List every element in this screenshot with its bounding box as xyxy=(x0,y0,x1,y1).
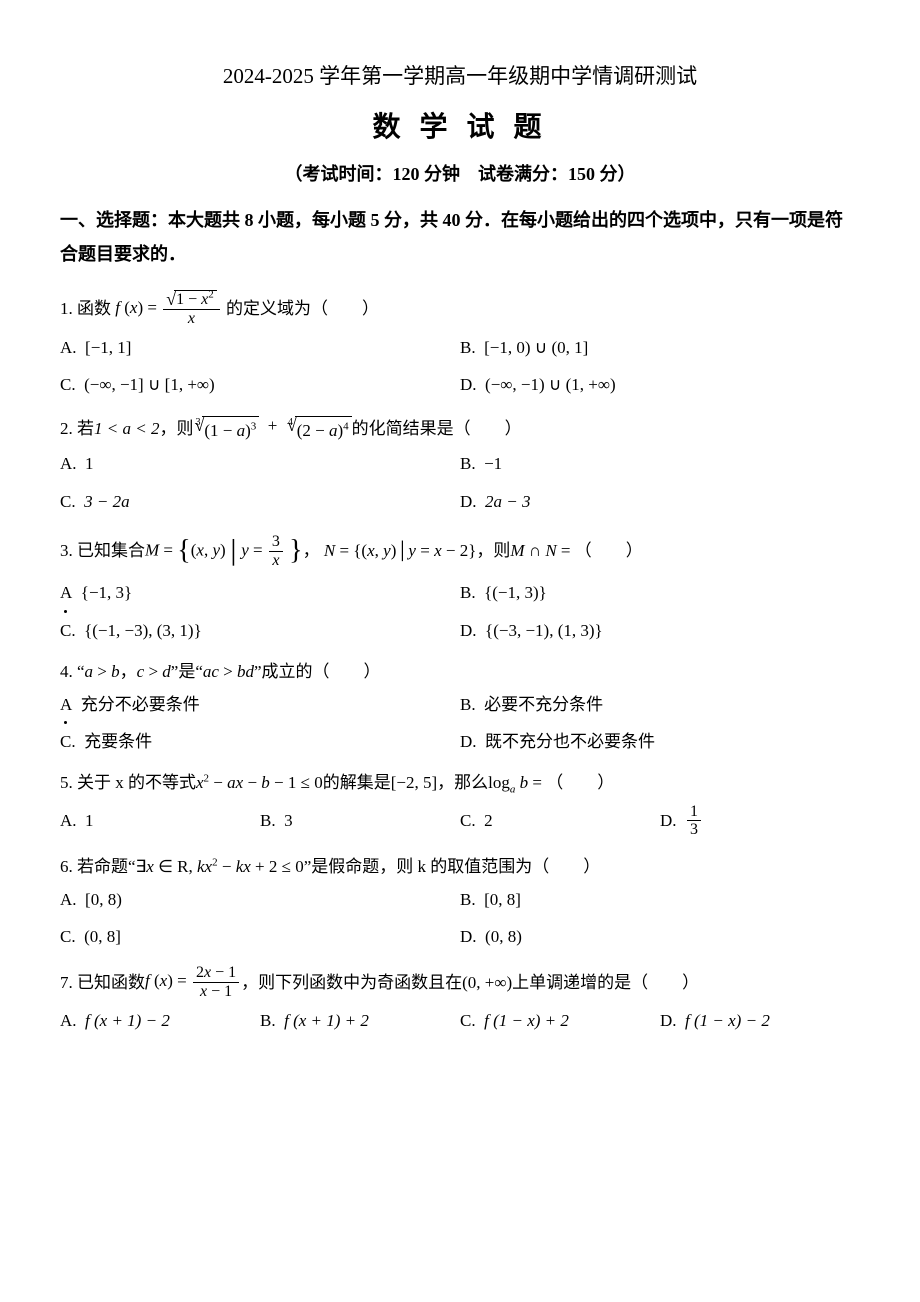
exam-info: （考试时间：120 分钟 试卷满分：150 分） xyxy=(60,160,860,189)
q7-mid: ，则下列函数中为奇函数且在 xyxy=(241,969,462,996)
q4-option-c[interactable]: C. 充要条件 xyxy=(60,728,460,755)
q3-mid2: ，则 xyxy=(476,537,510,564)
q3-set-n: N = {(x, y)│y = x − 2} xyxy=(324,537,477,564)
q1-pre: 函数 xyxy=(77,295,111,322)
q3-option-d[interactable]: D. {(−3, −1), (1, 3)} xyxy=(460,617,860,644)
q5-post1: ，那么 xyxy=(437,769,488,796)
q7-option-c[interactable]: C. f (1 − x) + 2 xyxy=(460,1007,660,1034)
q6-number: 6. xyxy=(60,853,73,880)
question-6: 6. 若命题“ ∃x ∈ R, kx2 − kx + 2 ≤ 0 ”是假命题，则… xyxy=(60,853,860,951)
question-3: 3. 已知集合 M = {(x, y)│y = 3x } ， N = {(x, … xyxy=(60,529,860,644)
question-2: 2. 若 1 < a < 2 ，则 3√(1 − a)3 + 4√(2 − a)… xyxy=(60,412,860,515)
q2-number: 2. xyxy=(60,415,73,442)
q2-cond: 1 < a < 2 xyxy=(94,415,159,442)
q2-post: 的化简结果是（ ） xyxy=(352,415,522,442)
q5-ineq: x2 − ax − b − 1 ≤ 0 xyxy=(196,769,323,796)
q6-pre: 若命题“ xyxy=(77,853,136,880)
q5-option-d[interactable]: D. 13 xyxy=(660,803,860,839)
q2-pre: 若 xyxy=(77,415,94,442)
question-1: 1. 函数 f (x) = √1 − x2 x 的定义域为（ ） A. [−1,… xyxy=(60,290,860,399)
q6-option-b[interactable]: B. [0, 8] xyxy=(460,886,860,913)
q3-set-m: M = {(x, y)│y = 3x } xyxy=(145,529,303,574)
q2-option-c[interactable]: C. 3 − 2a xyxy=(60,488,460,515)
q2-option-b[interactable]: B. −1 xyxy=(460,450,860,477)
q6-option-d[interactable]: D. (0, 8) xyxy=(460,923,860,950)
q3-mid1: ， xyxy=(303,537,320,564)
header-line-1: 2024-2025 学年第一学期高一年级期中学情调研测试 xyxy=(60,60,860,94)
q5-post2: （ ） xyxy=(546,769,614,796)
q7-func: f (x) = 2x − 1x − 1 xyxy=(145,964,241,1000)
q4-option-b[interactable]: B. 必要不充分条件 xyxy=(460,691,860,718)
q2-option-a[interactable]: A. 1 xyxy=(60,450,460,477)
q1-formula: f (x) = √1 − x2 x xyxy=(115,290,221,328)
q7-interval: (0, +∞) xyxy=(462,969,512,996)
question-7: 7. 已知函数 f (x) = 2x − 1x − 1 ，则下列函数中为奇函数且… xyxy=(60,964,860,1033)
q3-intersect: M ∩ N = xyxy=(510,537,574,564)
q5-log: loga b = xyxy=(488,769,546,796)
q6-option-c[interactable]: C. (0, 8] xyxy=(60,923,460,950)
q7-pre: 已知函数 xyxy=(77,969,145,996)
q4-option-d[interactable]: D. 既不充分也不必要条件 xyxy=(460,728,860,755)
q4-number: 4. xyxy=(60,658,73,685)
q7-option-a[interactable]: A. f (x + 1) − 2 xyxy=(60,1007,260,1034)
q3-option-b[interactable]: B. {(−1, 3)} xyxy=(460,579,860,606)
q5-option-b[interactable]: B. 3 xyxy=(260,803,460,839)
q5-mid: 的解集是 xyxy=(323,769,391,796)
question-5: 5. 关于 x 的不等式 x2 − ax − b − 1 ≤ 0 的解集是 [−… xyxy=(60,769,860,838)
q1-option-b[interactable]: B. [−1, 0) ∪ (0, 1] xyxy=(460,334,860,361)
q1-option-c[interactable]: C. (−∞, −1] ∪ [1, +∞) xyxy=(60,371,460,398)
q5-pre: 关于 x 的不等式 xyxy=(77,769,196,796)
q7-post: 上单调递增的是（ ） xyxy=(512,969,699,996)
q1-post: 的定义域为（ ） xyxy=(226,295,379,322)
q6-post: ”是假命题，则 k 的取值范围为（ ） xyxy=(304,853,601,880)
q6-option-a[interactable]: A. [0, 8) xyxy=(60,886,460,913)
q2-mid: ，则 xyxy=(159,415,193,442)
q5-set: [−2, 5] xyxy=(391,769,437,796)
q5-option-a[interactable]: A. 1 xyxy=(60,803,260,839)
q1-option-a[interactable]: A. [−1, 1] xyxy=(60,334,460,361)
q3-post: （ ） xyxy=(575,537,643,564)
q5-option-c[interactable]: C. 2 xyxy=(460,803,660,839)
doc-title: 数 学 试 题 xyxy=(60,106,860,151)
q3-pre: 已知集合 xyxy=(77,537,145,564)
q2-option-d[interactable]: D. 2a − 3 xyxy=(460,488,860,515)
q5-number: 5. xyxy=(60,769,73,796)
q7-option-d[interactable]: D. f (1 − x) − 2 xyxy=(660,1007,860,1034)
q1-option-d[interactable]: D. (−∞, −1) ∪ (1, +∞) xyxy=(460,371,860,398)
q7-option-b[interactable]: B. f (x + 1) + 2 xyxy=(260,1007,460,1034)
q3-number: 3. xyxy=(60,537,73,564)
q4-option-a[interactable]: A 充分不必要条件 xyxy=(60,691,460,718)
q7-number: 7. xyxy=(60,969,73,996)
question-4: 4. “a > b，c > d”是“ac > bd”成立的（ ） A 充分不必要… xyxy=(60,658,860,756)
section-title: 一、选择题：本大题共 8 小题，每小题 5 分，共 40 分．在每小题给出的四个… xyxy=(60,203,860,271)
q3-option-c[interactable]: C. {(−1, −3), (3, 1)} xyxy=(60,617,460,644)
q6-prop: ∃x ∈ R, kx2 − kx + 2 ≤ 0 xyxy=(136,853,304,880)
q2-expr: 3√(1 − a)3 + 4√(2 − a)4 xyxy=(193,412,351,444)
q1-number: 1. xyxy=(60,295,73,322)
q3-option-a[interactable]: A {−1, 3} xyxy=(60,579,460,606)
q4-text: “a > b，c > d”是“ac > bd”成立的（ ） xyxy=(77,658,381,685)
